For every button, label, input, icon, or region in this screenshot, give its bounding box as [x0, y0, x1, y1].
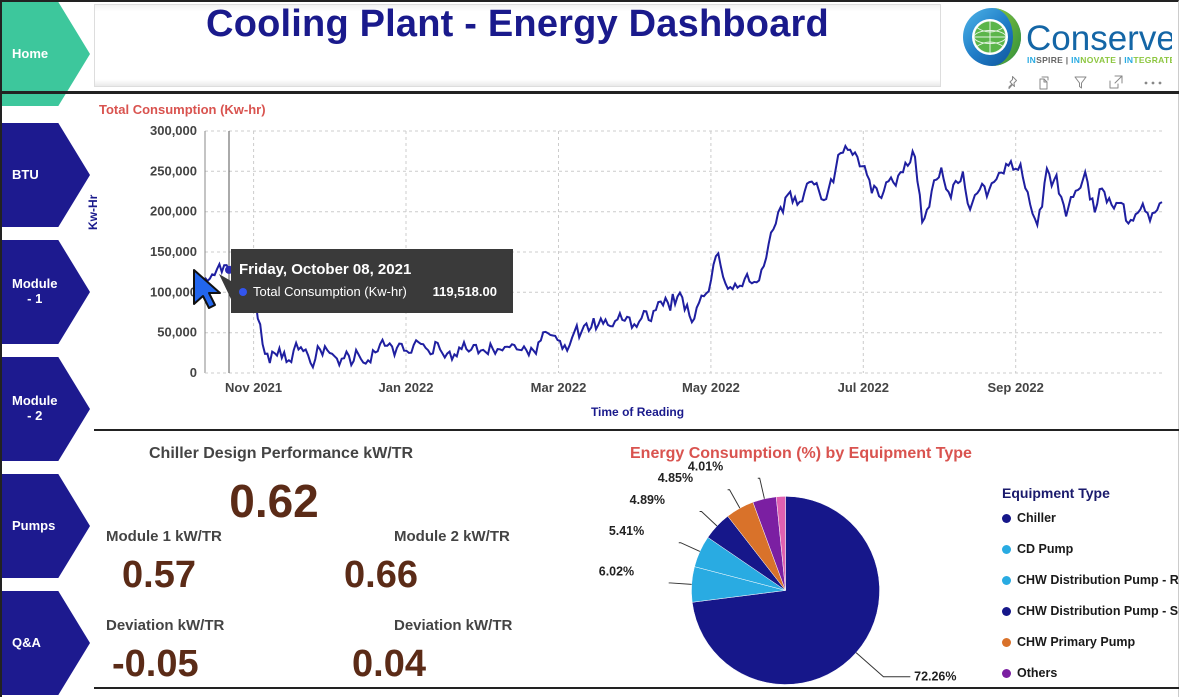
- svg-text:150,000: 150,000: [150, 244, 197, 259]
- svg-text:5.41%: 5.41%: [609, 524, 644, 538]
- svg-text:100,000: 100,000: [150, 284, 197, 299]
- svg-text:72.26%: 72.26%: [914, 670, 956, 684]
- svg-text:Jan 2022: Jan 2022: [379, 380, 434, 395]
- svg-text:4.89%: 4.89%: [630, 493, 665, 507]
- svg-text:May 2022: May 2022: [682, 380, 740, 395]
- svg-text:Jul 2022: Jul 2022: [838, 380, 889, 395]
- svg-text:6.02%: 6.02%: [599, 564, 634, 578]
- svg-text:0: 0: [190, 365, 197, 380]
- svg-text:Sep 2022: Sep 2022: [988, 380, 1044, 395]
- svg-text:Conserve: Conserve: [1026, 19, 1172, 58]
- svg-text:200,000: 200,000: [150, 204, 197, 219]
- svg-text:Nov 2021: Nov 2021: [225, 380, 282, 395]
- svg-text:Mar 2022: Mar 2022: [531, 380, 587, 395]
- svg-text:INSPIRE | INNOVATE | INTEGRATE: INSPIRE | INNOVATE | INTEGRATE: [1027, 55, 1172, 65]
- svg-text:4.01%: 4.01%: [688, 460, 723, 474]
- svg-text:250,000: 250,000: [150, 163, 197, 178]
- svg-text:300,000: 300,000: [150, 123, 197, 138]
- svg-text:50,000: 50,000: [157, 325, 197, 340]
